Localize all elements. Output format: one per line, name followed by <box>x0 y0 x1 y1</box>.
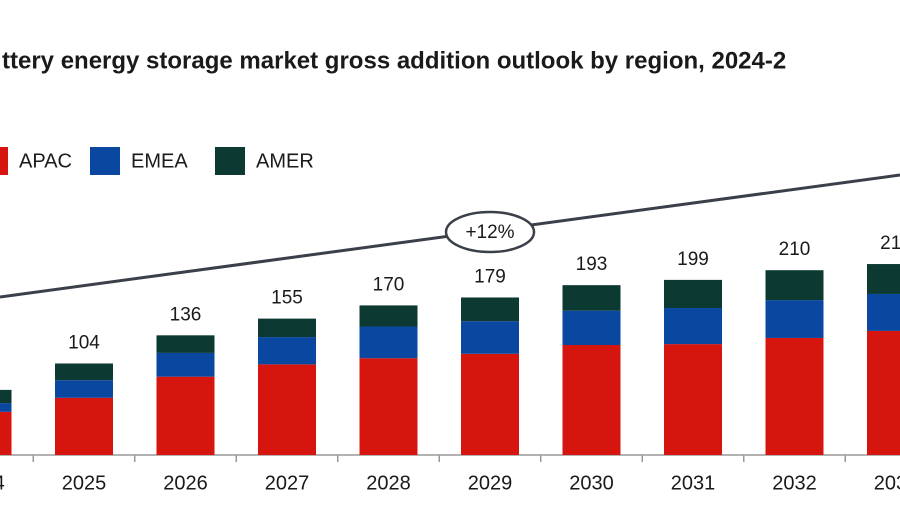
bar-segment <box>359 326 418 359</box>
legend-swatch <box>0 147 8 175</box>
bar-segment <box>867 264 900 294</box>
legend-swatch <box>215 147 245 175</box>
total-label: 210 <box>779 239 811 260</box>
bar-segment <box>867 293 900 331</box>
bar-segment <box>765 300 824 338</box>
bar-segment <box>461 321 519 354</box>
bar-segment <box>0 389 12 404</box>
total-label: 179 <box>474 266 506 287</box>
total-label: 104 <box>68 332 100 353</box>
bar-segment <box>765 337 824 455</box>
bar-segment <box>258 337 316 365</box>
x-tick-label: 2031 <box>671 472 716 494</box>
legend-swatch <box>90 147 120 175</box>
bar-segment <box>664 308 722 345</box>
x-tick-label: 2024 <box>0 472 5 494</box>
bar-segment <box>359 358 418 455</box>
bar-segment <box>156 352 215 377</box>
total-label: 217 <box>880 233 900 254</box>
x-tick-label: 2029 <box>468 472 513 494</box>
bar-segment <box>562 310 621 345</box>
bar-segment <box>156 376 215 455</box>
bar-segment <box>156 335 215 353</box>
x-tick-label: 2027 <box>265 472 310 494</box>
bar-segment <box>359 305 418 327</box>
x-tick-label: 2030 <box>569 472 614 494</box>
bar-segment <box>461 297 519 322</box>
bar-segment <box>55 397 113 455</box>
total-label: 193 <box>576 254 608 275</box>
bar-segment <box>0 411 12 455</box>
legend-label: APAC <box>19 150 72 172</box>
bar-segment <box>461 353 519 455</box>
bar-segment <box>55 380 113 398</box>
bar-segment <box>562 285 621 311</box>
legend-label: AMER <box>256 150 314 172</box>
bar-segment <box>664 279 722 309</box>
bar-segment <box>664 344 722 455</box>
x-tick-label: 2032 <box>772 472 817 494</box>
x-tick-label: 2033 <box>874 472 900 494</box>
bar-segment <box>55 363 113 381</box>
chart-title: ttery energy storage market gross additi… <box>2 47 786 74</box>
bar-segment <box>867 330 900 455</box>
total-label: 199 <box>677 249 709 270</box>
bar-segment <box>258 364 316 455</box>
bar-segment <box>0 403 12 412</box>
x-tick-label: 2028 <box>366 472 411 494</box>
total-label: 155 <box>271 288 303 309</box>
cagr-bubble <box>444 210 536 254</box>
total-label: 136 <box>170 304 202 325</box>
bar-segment <box>765 270 824 301</box>
bar-segment <box>258 318 316 338</box>
legend-label: EMEA <box>131 150 188 172</box>
x-tick-label: 2026 <box>163 472 208 494</box>
bar-segment <box>562 345 621 455</box>
total-label: 170 <box>373 274 405 295</box>
cagr-label: +12% <box>465 222 514 243</box>
x-tick-label: 2025 <box>62 472 107 494</box>
